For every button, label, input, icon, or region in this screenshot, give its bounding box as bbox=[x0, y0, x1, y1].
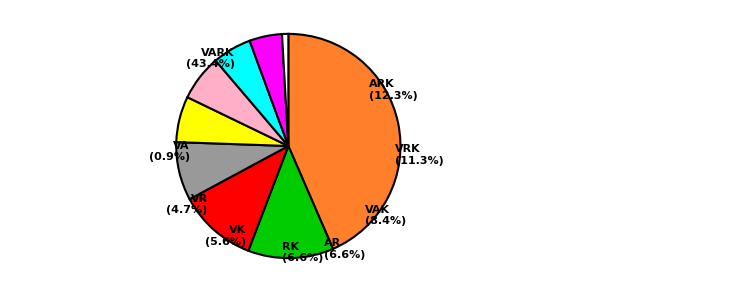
Wedge shape bbox=[188, 61, 288, 146]
Text: VK
(5.6%): VK (5.6%) bbox=[204, 225, 246, 246]
Wedge shape bbox=[288, 34, 401, 249]
Wedge shape bbox=[215, 41, 288, 146]
Text: VAK
(8.4%): VAK (8.4%) bbox=[364, 205, 406, 226]
Text: RK
(6.6%): RK (6.6%) bbox=[282, 242, 323, 263]
Wedge shape bbox=[250, 34, 288, 146]
Wedge shape bbox=[282, 34, 288, 146]
Wedge shape bbox=[176, 97, 288, 146]
Text: VR
(4.7%): VR (4.7%) bbox=[166, 194, 207, 215]
Text: ARK
(12.3%): ARK (12.3%) bbox=[369, 79, 418, 101]
Wedge shape bbox=[248, 146, 333, 258]
Text: VA
(0.9%): VA (0.9%) bbox=[148, 141, 190, 162]
Text: VARK
(43.4%): VARK (43.4%) bbox=[185, 48, 234, 69]
Wedge shape bbox=[190, 146, 288, 251]
Text: AR
(6.6%): AR (6.6%) bbox=[324, 238, 366, 260]
Text: VRK
(11.3%): VRK (11.3%) bbox=[395, 144, 444, 166]
Wedge shape bbox=[176, 142, 288, 199]
